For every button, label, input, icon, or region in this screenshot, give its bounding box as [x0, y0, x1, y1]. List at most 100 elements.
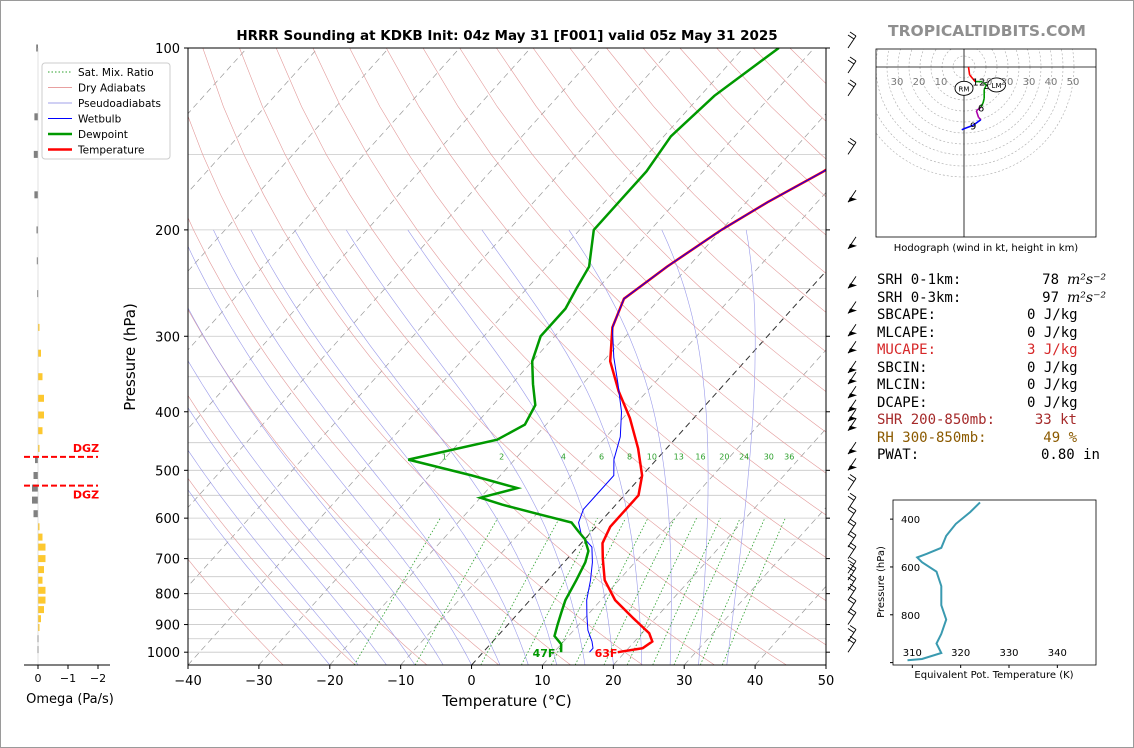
- barb-flag: [848, 425, 857, 431]
- pseudoadiabat: [188, 449, 359, 665]
- skewt-plot: 1 2 4 6 8 10 13 16 20 24 30 36100200300400500600700…: [41, 42, 834, 710]
- isotherm-line: [329, 113, 826, 665]
- hodograph-plot: 1 23 69 RM LM 30 20 10 10 20 30 40 50 Hodograph (wind…: [875, 48, 1097, 254]
- barb-shaft: [847, 60, 857, 74]
- isotherm-line: [258, 48, 815, 665]
- pseudoadiabat: [726, 229, 756, 665]
- omega-bar: [38, 586, 46, 594]
- stat-value: 97: [1042, 289, 1059, 306]
- legend-label: Dry Adiabats: [78, 83, 146, 95]
- stat-row: MUCAPE: 3 J/kg: [877, 342, 1078, 358]
- barb-feather: [849, 635, 857, 641]
- wind-barb: [847, 386, 857, 399]
- isotherm-line: [188, 48, 602, 508]
- hodo-ring-label: 30: [1023, 77, 1036, 88]
- mixing-ratio-line: [721, 518, 786, 665]
- barb-flag: [848, 308, 857, 314]
- pseudoadiabat: [294, 229, 557, 665]
- barb-shaft: [847, 142, 857, 155]
- isotherm-line: [188, 48, 460, 351]
- hodo-height-label: 3: [983, 81, 989, 92]
- wind-barb: [847, 518, 857, 536]
- barb-feather: [849, 583, 857, 589]
- barb-feather: [849, 608, 857, 613]
- hodo-frame: [875, 48, 1097, 238]
- mixing-ratio-label: 1: [442, 453, 447, 462]
- barb-shaft: [847, 83, 857, 97]
- dry-adiabat: [188, 308, 499, 665]
- omega-bar: [36, 44, 38, 52]
- pseudoadiabat: [188, 407, 387, 665]
- hodo-marker: [987, 77, 1006, 93]
- stat-row: PWAT: 0.80 in: [877, 447, 1100, 463]
- hodo-ring-label: 20: [913, 77, 926, 88]
- wind-barb: [847, 635, 857, 653]
- pseudoadiabat: [345, 229, 586, 665]
- stat-key: SBCIN:: [877, 359, 928, 376]
- hodo-height-label: 2: [979, 78, 985, 89]
- dry-adiabat: [312, 48, 826, 602]
- y-tick-label: 300: [155, 330, 180, 345]
- dry-adiabat: [569, 48, 826, 313]
- wind-barb: [847, 506, 857, 523]
- stat-row: MLCAPE: 0 J/kg: [877, 324, 1078, 341]
- stat-key: SRH 0-1km:: [877, 272, 962, 288]
- mixing-ratio-label: 4: [561, 453, 566, 462]
- omega-bar: [38, 373, 43, 381]
- stat-key: RH 300-850mb:: [877, 429, 987, 446]
- barb-shaft: [847, 510, 857, 523]
- te-xtick-label: 310: [903, 648, 922, 659]
- x-tick-label: 30: [676, 674, 693, 689]
- y-axis-label: Pressure (hPa): [121, 303, 139, 411]
- mixing-ratio-line: [574, 518, 649, 665]
- pseudoadiabat: [213, 229, 501, 665]
- hodo-height-label: 6: [978, 103, 984, 114]
- mixing-ratio-label: 30: [764, 453, 774, 462]
- barb-feather: [847, 586, 855, 592]
- barb-feather: [847, 576, 855, 582]
- barb-flag: [848, 465, 857, 471]
- skewt-frame: [187, 47, 827, 666]
- dgz-label: DGZ: [73, 442, 99, 455]
- barb-feather: [847, 611, 855, 616]
- omega-bar: [38, 596, 46, 604]
- stat-row: SRH 0-3km: 97 m²s⁻²: [877, 290, 1106, 306]
- y-tick-label: 500: [155, 464, 180, 479]
- dry-adiabat: [532, 48, 826, 353]
- te-xtick-label: 340: [1048, 648, 1067, 659]
- omega-xlabel: Omega (Pa/s): [26, 692, 114, 707]
- y-tick-label: 800: [155, 588, 180, 603]
- stat-value: 0 J/kg: [1027, 324, 1078, 341]
- barb-flag: [848, 406, 857, 412]
- omega-bar: [38, 606, 44, 614]
- hodo-segment: [980, 102, 984, 108]
- wind-barb: [847, 276, 857, 289]
- omega-bar: [36, 257, 38, 265]
- stat-value: 3 J/kg: [1027, 342, 1078, 358]
- hodo-height-label: 1: [972, 78, 978, 89]
- wind-barb: [847, 596, 857, 613]
- omega-bar: [38, 543, 46, 551]
- omega-bar: [35, 456, 38, 464]
- barb-flag: [848, 243, 857, 249]
- barb-flag: [848, 367, 857, 373]
- barb-flag: [848, 283, 857, 289]
- stat-row: SBCAPE: 0 J/kg: [877, 307, 1078, 323]
- te-xtick-label: 320: [951, 648, 970, 659]
- stat-key: MLCIN:: [877, 377, 928, 393]
- stat-key: DCAPE:: [877, 394, 928, 411]
- wind-barb: [847, 418, 857, 431]
- barb-shaft: [847, 478, 857, 491]
- stat-row: MLCIN: 0 J/kg: [877, 377, 1078, 393]
- figure-title: HRRR Sounding at KDKB Init: 04z May 31 […: [236, 28, 777, 44]
- dgz-label: DGZ: [73, 489, 99, 502]
- watermark: TROPICALTIDBITS.COM: [888, 22, 1086, 40]
- hodo-marker-label: LM: [992, 82, 1002, 90]
- hodo-segment: [981, 80, 987, 86]
- barb-flag: [848, 331, 857, 337]
- isotherm-line: [542, 349, 826, 665]
- barb-feather: [849, 596, 857, 601]
- barb-shaft: [847, 35, 857, 49]
- barb-feather: [849, 474, 857, 479]
- omega-tick-label: −2: [90, 672, 106, 685]
